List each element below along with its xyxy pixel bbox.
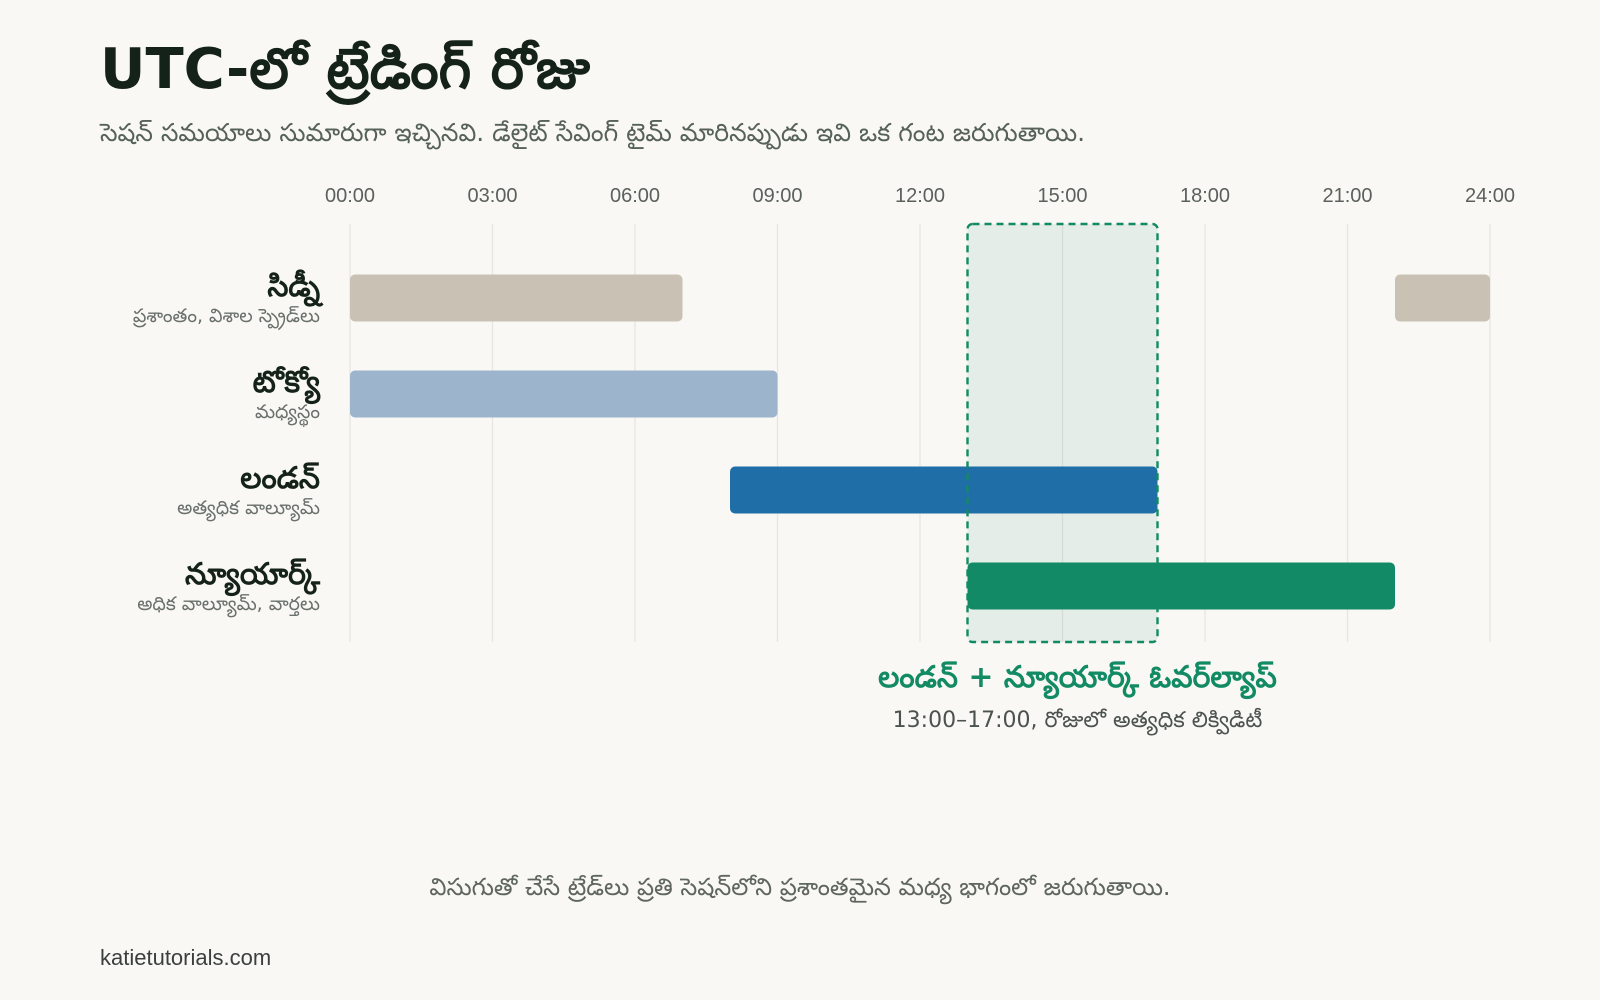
x-tick-label: 15:00 [1037,185,1087,207]
overlap-annotation: లండన్ + న్యూయార్క్ ఓవర్‌ల్యాప్ 13:00–17:0… [878,660,1277,736]
session-name: లండన్ [240,461,320,496]
x-tick-label: 12:00 [895,185,945,207]
session-chart: 00:00 03:00 06:00 09:00 12:00 15:00 18:00 21:00… [132,185,1515,736]
session-name: న్యూయార్క్ [185,557,320,597]
session-bar-3-0 [967,562,1395,610]
x-tick-label: 21:00 [1322,185,1372,207]
session-bar-2-0 [730,466,1158,514]
overlap-highlight [967,224,1158,642]
x-tick-label: 03:00 [467,185,517,207]
x-axis-ticks: 00:00 03:00 06:00 09:00 12:00 15:00 18:00 21:00… [325,185,1515,207]
overlap-region [967,224,1158,642]
session-bar-0-1 [1395,274,1490,322]
session-name: టోక్యో [253,365,322,405]
chart-subtitle: సెషన్ సమయాలు సుమారుగా ఇచ్చినవి. డేలైట్ స… [100,118,1086,147]
session-note: మధ్యస్థం [255,401,320,427]
session-bar-1-0 [350,370,778,418]
footnote: విసుగుతో చేసే ట్రేడ్‌లు ప్రతి సెషన్‌లోని… [429,873,1171,901]
session-note: అధిక వాల్యూమ్, వార్తలు [137,593,320,618]
session-bar-0-0 [350,274,683,322]
overlap-border [966,222,1159,644]
session-name: సిడ్నీ [267,269,323,307]
overlap-outline [966,222,1159,644]
x-tick-label: 06:00 [610,185,660,207]
x-tick-label: 09:00 [752,185,802,207]
session-note: అత్యధిక వాల్యూమ్ [177,497,320,522]
x-tick-label: 24:00 [1465,185,1515,207]
session-bars [350,274,1490,610]
x-tick-label: 00:00 [325,185,375,207]
overlap-subtitle: 13:00–17:00, రోజులో అత్యధిక లిక్విడిటీ [893,707,1263,736]
source-credit: katietutorials.com [100,945,272,970]
session-note: ప్రశాంతం, విశాల స్ప్రెడ్‌లు [132,305,320,331]
overlap-title: లండన్ + న్యూయార్క్ ఓవర్‌ల్యాప్ [878,660,1277,700]
session-labels: సిడ్నీప్రశాంతం, విశాల స్ప్రెడ్‌లు టోక్యోమ… [132,269,323,618]
chart-title: UTC-లో ట్రేడింగ్ రోజు [100,37,590,102]
x-tick-label: 18:00 [1180,185,1230,207]
